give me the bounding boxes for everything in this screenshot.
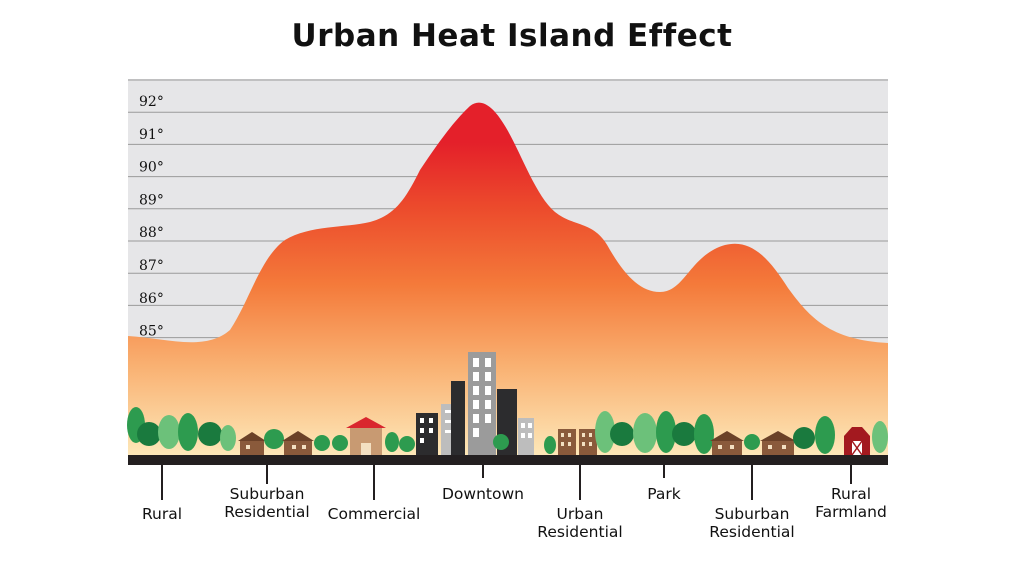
zone-label: Rural — [142, 505, 182, 523]
zone-label: Rural — [831, 485, 871, 503]
houses-suburban-right — [710, 431, 796, 455]
zone-label: Commercial — [328, 505, 421, 523]
zone-2: Commercial — [328, 465, 421, 523]
zone-label: Suburban — [230, 485, 305, 503]
urban-residential-buildings — [544, 429, 597, 455]
zone-label: Downtown — [442, 485, 524, 503]
temperature-label: 90° — [139, 160, 164, 176]
houses-suburban-left — [238, 429, 314, 455]
temperature-label: 85° — [139, 324, 164, 340]
temperature-labels: 92° 91° 90° 89° 88° 87° 86° 85° — [139, 94, 164, 340]
heat-profile-curve — [128, 102, 888, 456]
barn-icon — [844, 427, 870, 456]
zone-label: Residential — [537, 523, 622, 541]
trees-park — [595, 411, 714, 454]
temperature-label: 88° — [139, 225, 164, 241]
zone-label: Residential — [709, 523, 794, 541]
zone-label: Farmland — [815, 503, 887, 521]
zone-0: Rural — [142, 465, 182, 523]
zone-label: Urban — [557, 505, 604, 523]
trees-farmland — [793, 416, 888, 454]
landscape — [127, 352, 888, 456]
trees-rural-left — [127, 407, 236, 451]
temperature-label: 89° — [139, 192, 164, 208]
zone-label: Park — [647, 485, 681, 503]
zone-3: Downtown — [442, 465, 524, 503]
temperature-label: 92° — [139, 94, 164, 110]
trees-commercial — [314, 417, 415, 455]
downtown-buildings — [416, 352, 534, 455]
page-title: Urban Heat Island Effect — [291, 18, 733, 54]
temperature-label: 87° — [139, 258, 164, 274]
temperature-label: 86° — [139, 291, 164, 307]
zone-label: Residential — [224, 503, 309, 521]
zone-label: Suburban — [715, 505, 790, 523]
zone-5: Park — [647, 465, 681, 503]
temperature-label: 91° — [139, 127, 164, 143]
ground-bar — [128, 455, 888, 465]
